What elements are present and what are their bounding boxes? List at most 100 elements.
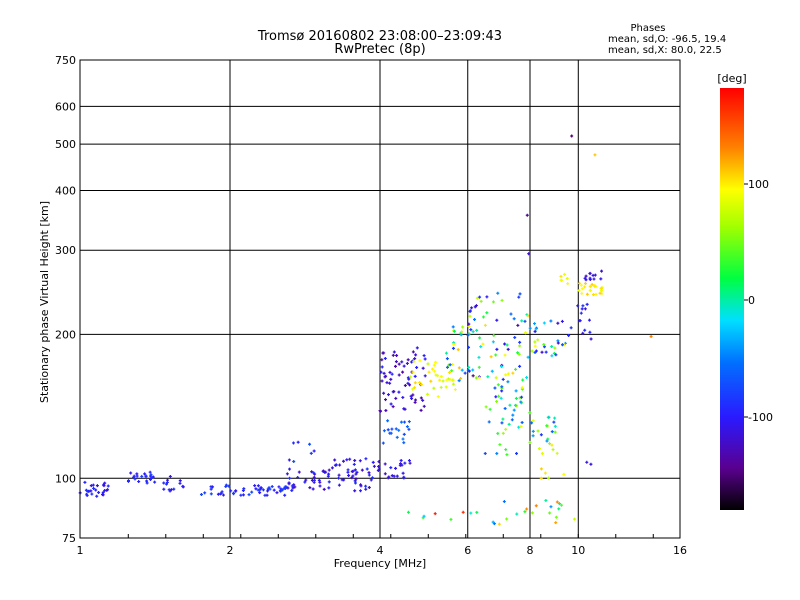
data-point xyxy=(422,354,426,358)
y-tick-label: 500 xyxy=(55,138,76,151)
data-point xyxy=(554,521,558,525)
data-point xyxy=(399,420,403,424)
data-point xyxy=(498,443,502,447)
data-point xyxy=(388,381,392,385)
data-point xyxy=(266,489,270,493)
colorbar xyxy=(720,88,744,510)
data-point xyxy=(445,365,449,369)
data-point xyxy=(557,502,561,506)
data-point xyxy=(521,378,525,382)
data-point xyxy=(85,494,89,498)
plot-frame xyxy=(79,59,681,539)
data-point xyxy=(567,333,571,337)
data-point xyxy=(518,344,522,348)
data-point xyxy=(530,349,534,353)
data-point xyxy=(137,480,141,484)
data-point xyxy=(492,333,496,337)
data-point xyxy=(451,346,455,350)
data-point xyxy=(514,389,518,393)
data-point xyxy=(291,486,295,490)
data-point xyxy=(496,431,500,435)
data-point xyxy=(584,274,588,278)
data-point xyxy=(256,484,260,488)
data-point xyxy=(259,486,263,490)
data-point xyxy=(321,469,325,473)
data-point xyxy=(533,322,537,326)
data-point xyxy=(452,342,456,346)
data-point xyxy=(588,271,592,275)
data-point xyxy=(543,471,547,475)
data-point xyxy=(345,458,349,462)
colorbar-tick-100: 100 xyxy=(748,178,769,191)
data-point xyxy=(504,373,508,377)
data-point xyxy=(500,364,504,368)
data-point xyxy=(528,326,532,330)
data-point xyxy=(452,329,456,333)
data-point xyxy=(419,396,423,400)
data-point xyxy=(286,486,290,490)
y-tick-label: 75 xyxy=(62,532,76,545)
data-point xyxy=(486,375,490,379)
data-point xyxy=(581,304,585,308)
data-point xyxy=(283,493,287,497)
data-point xyxy=(516,351,520,355)
data-point xyxy=(559,274,563,278)
y-tick-label: 750 xyxy=(55,54,76,67)
data-point xyxy=(556,321,560,325)
data-point xyxy=(364,487,368,491)
data-point xyxy=(434,360,438,364)
data-point xyxy=(386,419,390,423)
data-point xyxy=(556,341,560,345)
data-point xyxy=(559,278,563,282)
data-point xyxy=(473,305,477,309)
data-point xyxy=(527,252,531,256)
data-point xyxy=(144,474,148,478)
data-point xyxy=(433,369,437,373)
data-point xyxy=(239,493,243,497)
data-point xyxy=(318,484,322,488)
data-point xyxy=(283,485,287,489)
data-point xyxy=(167,488,171,492)
data-point xyxy=(322,487,326,491)
data-point xyxy=(534,504,538,508)
data-point xyxy=(591,293,595,297)
data-point xyxy=(397,373,401,377)
data-point xyxy=(598,291,602,295)
data-point xyxy=(580,307,584,311)
data-point xyxy=(585,460,589,464)
y-axis-label: Stationary phase Virtual Height [km] xyxy=(38,201,51,403)
data-point xyxy=(408,383,412,387)
data-point xyxy=(89,484,93,488)
data-point xyxy=(83,480,87,484)
data-point xyxy=(406,358,410,362)
data-point xyxy=(540,452,544,456)
data-point xyxy=(397,362,401,366)
y-tick-label: 200 xyxy=(55,328,76,341)
data-point xyxy=(330,466,334,470)
data-point xyxy=(517,295,521,299)
data-points xyxy=(78,134,653,526)
data-point xyxy=(429,379,433,383)
data-point xyxy=(270,485,274,489)
data-point xyxy=(506,372,510,376)
data-point xyxy=(497,522,501,526)
data-point xyxy=(401,370,405,374)
data-point xyxy=(500,389,504,393)
data-point xyxy=(221,493,225,497)
data-point xyxy=(569,326,573,330)
data-point xyxy=(491,520,495,524)
data-point xyxy=(649,334,653,338)
data-point xyxy=(383,472,387,476)
data-point xyxy=(469,328,473,332)
data-point xyxy=(350,469,354,473)
data-point xyxy=(395,354,399,358)
phase-stats-header: Phases xyxy=(630,23,665,34)
data-point xyxy=(312,475,316,479)
data-point xyxy=(372,464,376,468)
data-point xyxy=(494,376,498,380)
data-point xyxy=(593,153,597,157)
data-point xyxy=(102,484,106,488)
data-point xyxy=(506,380,510,384)
data-point xyxy=(585,302,589,306)
data-point xyxy=(513,336,517,340)
